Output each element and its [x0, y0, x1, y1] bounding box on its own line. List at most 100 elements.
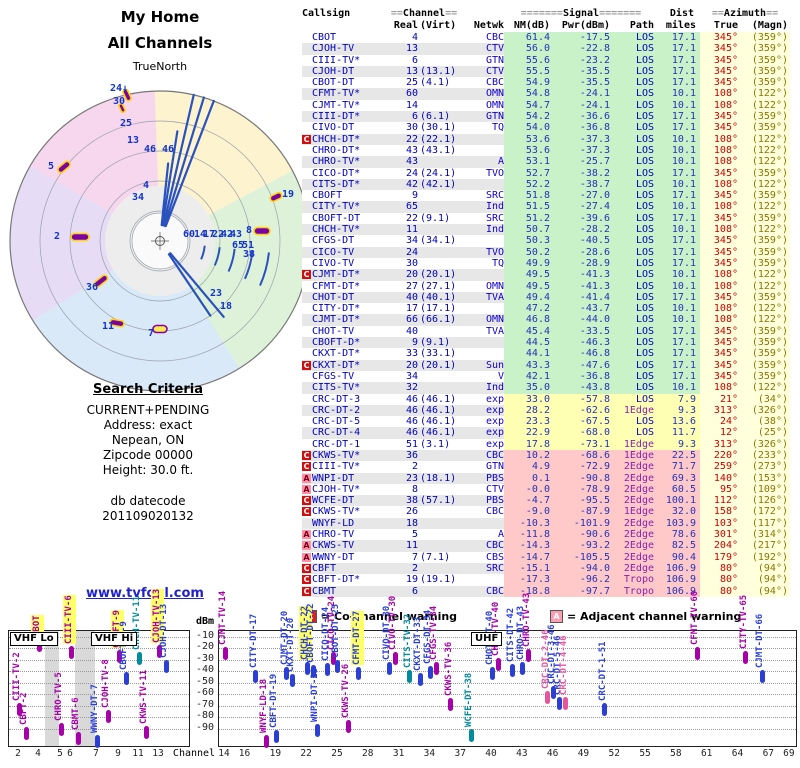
cell-cs[interactable]: CHCH-TV*: [312, 224, 384, 236]
cell-cs[interactable]: CJMT-DT*: [312, 269, 384, 281]
channel-tick: 31: [392, 748, 405, 759]
cell-nm: -14.7: [504, 551, 550, 563]
header-true: True: [713, 20, 738, 31]
cell-cs[interactable]: CIII-DT*: [312, 111, 384, 123]
cell-cs[interactable]: CICO-DT*: [312, 167, 384, 179]
cell-pw: -68.6: [550, 449, 610, 462]
cell-cs[interactable]: CHRO-DT*: [312, 144, 384, 157]
cell-cs[interactable]: CJMT-TV*: [312, 99, 384, 112]
cell-pa: LOS: [610, 348, 658, 360]
cell-cs[interactable]: CKXT-DT*: [312, 348, 384, 360]
cell-cs[interactable]: CBOFT-DT: [312, 212, 384, 225]
cell-cs[interactable]: CRC-DT-4: [312, 427, 384, 439]
channel-label: CFMT-TV-60: [690, 590, 701, 645]
cell-cs[interactable]: CHRO-TV: [312, 529, 384, 541]
cell-pw: -95.5: [550, 495, 610, 507]
cell-cs[interactable]: CBOFT-D*: [312, 337, 384, 349]
cell-cs[interactable]: CJOH-DT: [312, 65, 384, 78]
cell-cs[interactable]: CITS-DT*: [312, 178, 384, 191]
cell-cs[interactable]: CIII-TV*: [312, 461, 384, 473]
cell-vi: [418, 517, 464, 530]
cell-pw: -97.7: [550, 585, 610, 597]
cell-mg: (359°): [742, 122, 790, 134]
cell-cs[interactable]: CBOFT: [312, 190, 384, 202]
cell-mg: (359°): [742, 65, 790, 78]
cell-cs[interactable]: CHRO-TV*: [312, 156, 384, 168]
cell-nm: -15.1: [504, 562, 550, 575]
vhf-panel: VHF Lo VHF Hi CIII-TV-2 CBFT-2 CBOT CHRO-TV…: [8, 589, 190, 748]
cell-cs[interactable]: CHOT-DT: [312, 291, 384, 304]
cell-mg: (94°): [742, 562, 790, 575]
cell-cs[interactable]: CBOT-DT: [312, 77, 384, 89]
cell-pw: -41.3: [550, 269, 610, 281]
cell-mi: 10.1: [658, 303, 700, 315]
channel-marker: [105, 709, 111, 723]
table-row: CRC-DT-4 46 (46.1) exp 22.9 -68.0 LOS 11.7 12° (2…: [302, 427, 790, 439]
cell-cs[interactable]: CITY-TV*: [312, 201, 384, 213]
cell-cs[interactable]: WCFE-DT: [312, 495, 384, 507]
cell-tr: 108°: [700, 201, 742, 213]
cell-tr: 80°: [700, 585, 742, 597]
cell-cs[interactable]: CFGS-DT: [312, 235, 384, 247]
cell-cs[interactable]: CJOH-TV: [312, 43, 384, 55]
channel-marker: [314, 723, 320, 737]
cell-cs[interactable]: CRC-DT-3: [312, 393, 384, 405]
tvfool-link[interactable]: www.tvfool.com: [86, 586, 204, 601]
cell-cs[interactable]: CBFT: [312, 562, 384, 575]
channel-tick: 67: [762, 748, 775, 759]
cell-cs[interactable]: CHCH-DT*: [312, 133, 384, 145]
channel-label: CFMT-DT-27: [350, 610, 364, 665]
cell-cs[interactable]: CFMT-DT*: [312, 280, 384, 292]
cell-cs[interactable]: WWNY-DT: [312, 551, 384, 563]
cell-cs[interactable]: CKWS-TV*: [312, 506, 384, 518]
gridline: [9, 705, 189, 707]
cell-cs[interactable]: WNPI-DT: [312, 472, 384, 484]
cell-vi: [418, 461, 464, 473]
cell-pa: 2Edge: [610, 472, 658, 484]
channel-marker: [602, 703, 608, 717]
cell-pw: -22.8: [550, 43, 610, 55]
channel-marker: [156, 645, 162, 659]
cell-nm: 54.2: [504, 111, 550, 123]
cell-tr: 108°: [700, 269, 742, 281]
cell-mg: (359°): [742, 246, 790, 258]
gridline: [9, 682, 189, 684]
cell-cs[interactable]: CITS-TV*: [312, 382, 384, 394]
cell-cs[interactable]: CKXT-DT*: [312, 359, 384, 371]
cell-mg: (122°): [742, 314, 790, 326]
cell-cs[interactable]: CKWS-TV*: [312, 449, 384, 462]
cell-nw: [464, 178, 504, 191]
cell-cs[interactable]: CFGS-TV: [312, 370, 384, 383]
cell-cs[interactable]: CJOH-TV*: [312, 483, 384, 496]
cell-cs[interactable]: CIVO-TV: [312, 257, 384, 270]
cell-cs[interactable]: CFMT-TV*: [312, 88, 384, 100]
cell-cs[interactable]: WNYF-LD: [312, 517, 384, 530]
table-row: A WNPI-DT 23 (18.1) PBS 0.1 -90.8 2Edge 69.3 140°…: [302, 472, 790, 484]
dbm-tick: -20: [195, 641, 214, 653]
channel-label: CJOH-DT-13: [159, 603, 169, 659]
cell-re: 40: [384, 325, 418, 338]
cell-cs[interactable]: CJMT-DT*: [312, 314, 384, 326]
cell-cs[interactable]: CBMT: [312, 585, 384, 597]
cell-mark: [302, 517, 312, 530]
cell-re: 46: [384, 427, 418, 439]
legend-adjacent: A = Adjacent channel warning: [550, 610, 741, 623]
cell-cs[interactable]: CIVO-DT: [312, 122, 384, 134]
cell-vi: [418, 43, 464, 55]
cell-pw: -23.2: [550, 54, 610, 66]
cell-cs[interactable]: CIII-TV*: [312, 54, 384, 66]
cell-cs[interactable]: CKWS-TV: [312, 540, 384, 552]
dbm-tick: -50: [195, 675, 214, 687]
cell-cs[interactable]: CHOT-TV: [312, 325, 384, 338]
table-row: A CKWS-TV 11 CBC -14.3 -93.2 2Edge 82.5 204° (217…: [302, 540, 790, 552]
cell-cs[interactable]: CRC-DT-2: [312, 404, 384, 417]
cell-cs[interactable]: CRC-DT-5: [312, 416, 384, 428]
cell-re: 22: [384, 133, 418, 145]
cell-re: 9: [384, 337, 418, 349]
cell-cs[interactable]: CICO-TV: [312, 246, 384, 258]
cell-cs[interactable]: CBOT: [312, 32, 384, 44]
cell-cs[interactable]: CBFT-DT*: [312, 574, 384, 586]
cell-re: 11: [384, 540, 418, 552]
cell-cs[interactable]: CITY-DT*: [312, 303, 384, 315]
cell-cs[interactable]: CRC-DT-1: [312, 438, 384, 450]
